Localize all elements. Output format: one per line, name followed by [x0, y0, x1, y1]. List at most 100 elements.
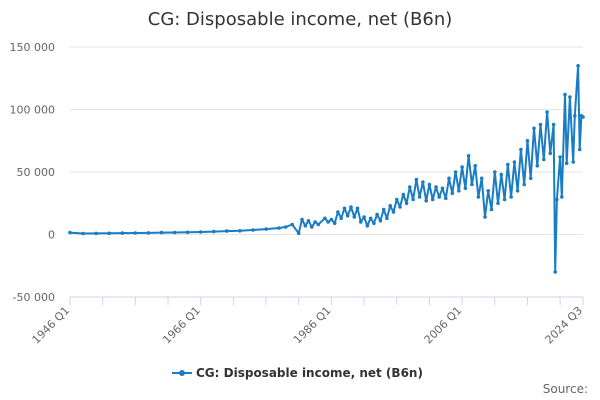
data-point [558, 155, 562, 159]
data-point [430, 197, 435, 202]
data-point [290, 222, 295, 227]
data-point [417, 195, 422, 199]
data-point [283, 225, 288, 229]
data-point [212, 229, 216, 234]
y-tick-label: 100 000 [10, 104, 56, 117]
data-point [159, 230, 164, 235]
x-tick-label: 2024 Q3 [543, 304, 586, 347]
data-point [440, 186, 445, 191]
data-point [434, 185, 438, 189]
data-point [414, 177, 419, 182]
data-point [238, 229, 242, 233]
data-point [535, 164, 540, 168]
data-point [316, 222, 321, 227]
data-point [479, 176, 484, 181]
data-point [306, 219, 311, 223]
data-point [577, 147, 582, 152]
data-point [81, 231, 85, 236]
data-point [450, 191, 455, 196]
source-label[interactable]: Source: [543, 382, 588, 396]
data-point [453, 170, 458, 174]
data-point [473, 164, 478, 168]
data-point [496, 201, 500, 206]
data-point [571, 160, 575, 164]
y-tick-label: 50 000 [17, 166, 56, 179]
data-point [489, 207, 494, 212]
data-point [499, 172, 504, 177]
data-point [447, 176, 451, 181]
x-tick-label: 2006 Q1 [422, 304, 465, 347]
data-point [463, 186, 468, 191]
data-point [94, 231, 98, 236]
y-axis: -50 000 0 50 000 100 000 150 000 [10, 41, 56, 304]
data-point [339, 216, 344, 221]
data-point [515, 189, 520, 193]
x-tick-label: 1986 Q1 [291, 304, 334, 347]
y-tick-label: -50 000 [13, 291, 55, 304]
data-point [502, 197, 507, 202]
x-tick-label: 1966 Q1 [160, 304, 203, 347]
x-axis: 1946 Q1 1966 Q1 1986 Q1 2006 Q1 2024 Q3 [30, 296, 586, 347]
data-point [68, 230, 72, 235]
data-point [332, 221, 337, 226]
data-point [560, 195, 564, 199]
data-point [538, 122, 543, 127]
data-point [198, 230, 203, 234]
data-point [506, 162, 510, 167]
data-point [427, 182, 432, 187]
data-point [528, 176, 533, 181]
y-tick-label: 150 000 [10, 41, 56, 54]
series-line [69, 64, 584, 273]
legend-label: CG: Disposable income, net (B6n) [196, 366, 423, 380]
gridlines [70, 46, 583, 298]
data-point [375, 212, 379, 217]
data-point [576, 64, 580, 68]
data-point [326, 220, 330, 224]
data-point [365, 224, 370, 228]
data-point [470, 182, 474, 187]
data-point [555, 197, 559, 202]
data-point [398, 205, 402, 209]
data-point [421, 180, 425, 184]
legend[interactable]: CG: Disposable income, net (B6n) [172, 366, 423, 380]
data-point [303, 224, 308, 228]
chart-title: CG: Disposable income, net (B6n) [148, 9, 453, 30]
data-point [381, 207, 386, 212]
series-group [68, 64, 585, 274]
data-point [476, 195, 481, 199]
data-point [548, 151, 553, 156]
data-point [408, 185, 412, 189]
data-point [336, 210, 340, 214]
data-point [519, 147, 523, 152]
data-point [172, 230, 177, 235]
data-point [545, 110, 549, 114]
data-point [437, 195, 442, 199]
y-tick-label: 0 [48, 229, 55, 242]
data-point [573, 114, 577, 118]
data-point [277, 226, 281, 230]
data-point [349, 205, 353, 209]
data-point [378, 219, 383, 223]
data-point [296, 231, 301, 236]
data-point [457, 189, 461, 193]
data-point [310, 225, 314, 229]
data-point [329, 217, 334, 222]
data-point [391, 210, 396, 214]
data-point [542, 157, 546, 162]
data-point [564, 161, 569, 166]
data-point [300, 217, 304, 222]
data-point [313, 220, 317, 224]
data-point [355, 206, 360, 211]
data-point [525, 139, 530, 143]
data-point [185, 230, 190, 235]
data-point [581, 115, 585, 119]
data-point [133, 231, 138, 235]
data-point [225, 229, 229, 233]
data-point [146, 231, 151, 235]
data-point [483, 215, 487, 219]
data-point [512, 160, 517, 164]
data-point [385, 216, 389, 221]
data-point [359, 220, 363, 224]
data-point [466, 154, 471, 158]
